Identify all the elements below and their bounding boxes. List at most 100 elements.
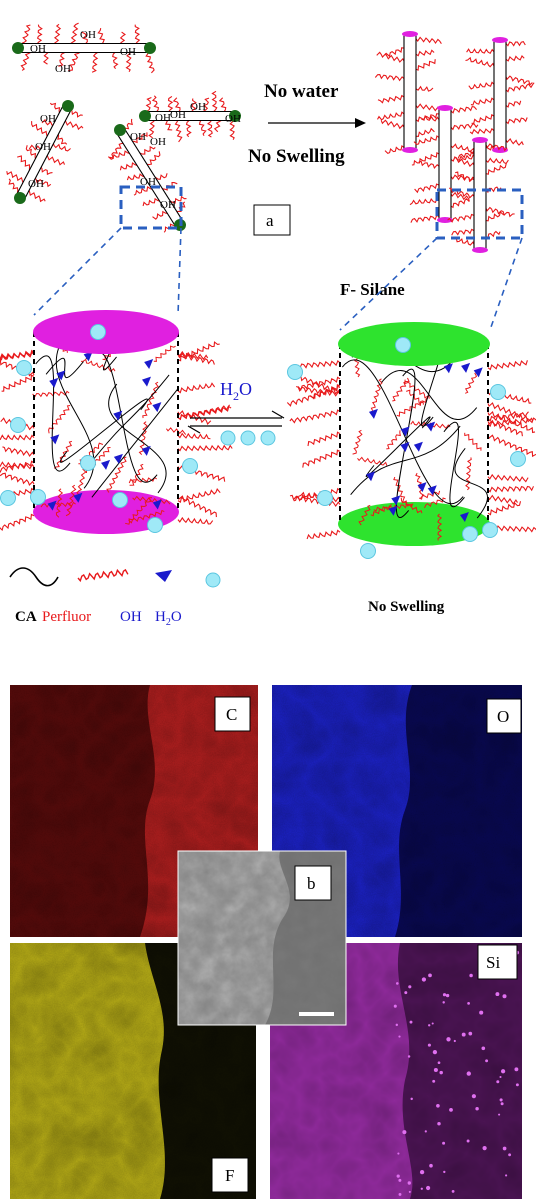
silicon-speckle	[409, 1020, 413, 1024]
silicon-speckle	[398, 1192, 402, 1196]
zoom-box-left	[119, 185, 183, 230]
silicon-speckles	[393, 950, 520, 1196]
oh-group	[113, 453, 123, 464]
silicon-speckle	[424, 1130, 427, 1133]
process-arrowhead	[355, 118, 366, 128]
rod-cap	[492, 37, 508, 43]
legend-perfluor-symbol	[77, 568, 129, 583]
ca-chain	[365, 416, 431, 477]
perfluor-chain	[464, 372, 478, 394]
legend-oh-label: OH	[120, 609, 142, 625]
perfluor-chain	[1, 374, 35, 392]
perfluor-chain	[400, 497, 423, 514]
silicon-speckle	[395, 982, 399, 985]
silicon-speckle	[433, 1067, 438, 1073]
silicon-speckle	[453, 1039, 456, 1043]
ca-chain	[55, 334, 95, 489]
silicon-speckle	[432, 1049, 438, 1055]
perfluor-chain	[2, 446, 35, 457]
water-molecule	[240, 430, 256, 446]
silicon-speckle	[443, 1170, 446, 1174]
zoom-line	[339, 237, 438, 331]
water-molecule	[10, 417, 26, 433]
f-silane-label: F- Silane	[340, 280, 405, 299]
oh-group	[152, 402, 162, 413]
water-molecule	[260, 430, 276, 446]
silicon-speckle	[499, 1075, 502, 1079]
perfluor-chain	[404, 379, 430, 399]
label-c-box	[214, 696, 251, 732]
silicon-speckle	[407, 1055, 411, 1058]
silicon-speckle	[432, 1079, 436, 1083]
perfluor-chain	[437, 513, 443, 541]
silicon-speckle	[451, 1189, 455, 1193]
oh-group-label: OH	[28, 178, 44, 190]
silicon-speckle	[466, 1139, 470, 1143]
oh-group	[400, 426, 410, 437]
perfluor-chain	[357, 456, 388, 467]
oh-group	[426, 421, 436, 432]
oh-group	[141, 445, 151, 456]
label-f-box	[211, 1157, 249, 1193]
label-si: Si	[486, 953, 500, 972]
silicon-speckle	[395, 1023, 399, 1027]
rod-cap	[402, 31, 418, 37]
silicon-speckle	[479, 1010, 484, 1015]
silicon-speckle	[436, 1103, 440, 1108]
perfluor-chain	[487, 419, 523, 437]
perfluor-chain	[125, 497, 153, 525]
silicon-speckle	[428, 973, 432, 978]
silicon-speckle	[408, 985, 412, 989]
rod-cap	[472, 137, 488, 143]
oh-group-label: OH	[150, 136, 166, 148]
perfluor-chain	[487, 360, 528, 371]
silicon-speckle	[427, 1043, 431, 1047]
legend-perfluor-label: Perfluor	[42, 609, 91, 625]
oh-group	[461, 362, 471, 373]
rod-cap	[437, 105, 453, 111]
oh-group-label: OH	[35, 141, 51, 153]
silicon-speckle	[502, 994, 507, 999]
perfluor-chain	[80, 358, 116, 373]
silicon-speckle	[467, 1002, 470, 1005]
oh-group	[366, 471, 376, 482]
label-o: O	[497, 707, 509, 726]
water-molecule	[395, 337, 411, 353]
perfluor-chain	[0, 349, 35, 361]
oh-group-label: OH	[225, 113, 241, 125]
perfluor-chain	[0, 351, 35, 360]
perfluor-chain	[487, 411, 536, 434]
silicon-speckle	[431, 1022, 434, 1025]
water-molecule	[90, 324, 106, 340]
silicon-speckle	[449, 1108, 453, 1112]
perfluor-chain	[177, 444, 233, 452]
perfluor-chain	[128, 509, 165, 524]
ca-chain	[108, 383, 167, 494]
water-molecule	[317, 490, 333, 506]
silicon-speckle	[469, 973, 473, 978]
rod-end-node	[114, 124, 126, 136]
rod-end-node	[62, 100, 74, 112]
rod-end-node	[139, 110, 151, 122]
water-molecule	[287, 364, 303, 380]
perfluor-chain	[128, 476, 157, 484]
silicon-speckle	[466, 1071, 471, 1076]
legend-water-symbol	[205, 572, 221, 588]
cylinder-top-cap	[338, 322, 490, 366]
oh-group	[388, 505, 398, 516]
perfluor-chain	[0, 513, 35, 532]
silicon-speckle	[485, 1059, 489, 1063]
silicon-speckle	[498, 1113, 501, 1116]
silicon-speckle	[475, 1106, 479, 1111]
silicon-speckle	[402, 1130, 407, 1135]
silicon-speckle	[397, 1152, 400, 1155]
zoom-line	[33, 227, 122, 316]
ca-chain	[35, 355, 71, 472]
silicon-speckle	[468, 1031, 473, 1036]
map-fluorine	[10, 943, 256, 1199]
water-molecule	[220, 430, 236, 446]
silicon-speckle	[482, 1145, 487, 1151]
silicon-speckle	[398, 1035, 401, 1038]
perfluor-chain	[177, 432, 211, 440]
